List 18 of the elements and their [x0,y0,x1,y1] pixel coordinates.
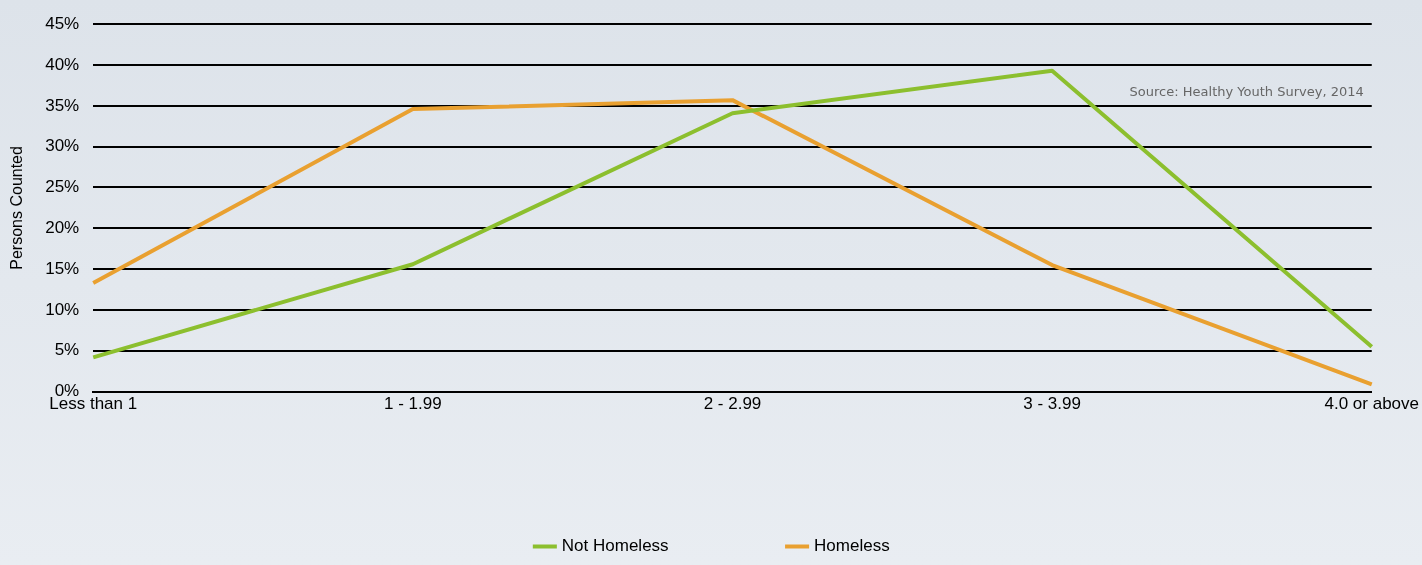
legend-label: Not Homeless [561,536,669,556]
y-tick-label: 25% [45,177,80,197]
x-tick-label: 2 - 2.99 [703,394,762,414]
y-tick-label: 15% [45,258,80,278]
y-tick-label: 10% [45,299,80,319]
annotation: Source: Healthy Youth Survey, 2014 [1129,83,1364,99]
y-tick-label: 35% [45,95,80,115]
x-tick-label: 1 - 1.99 [384,394,442,414]
x-tick-label: 3 - 3.99 [1023,394,1081,414]
y-tick-label: 45% [45,13,80,33]
x-tick-label: 4.0 or above [1324,394,1419,414]
y-tick-label: 20% [45,218,80,237]
legend-label: Homeless [814,536,890,556]
y-tick-label: 30% [45,136,80,156]
y-tick-label: 0% [54,381,80,401]
y-tick-label: 40% [45,54,80,74]
y-axis-title: Persons Counted [8,146,26,270]
y-tick-label: 5% [54,340,80,360]
